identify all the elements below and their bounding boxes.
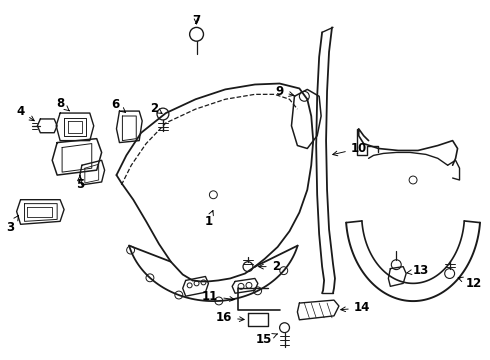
Text: 11: 11 (202, 290, 234, 303)
Text: 2: 2 (259, 260, 280, 273)
Text: 9: 9 (275, 85, 294, 98)
Text: 7: 7 (193, 14, 200, 27)
Text: 2: 2 (150, 102, 162, 114)
Text: 1: 1 (204, 211, 213, 228)
Text: 5: 5 (76, 176, 84, 192)
Text: 10: 10 (333, 142, 367, 156)
Text: 4: 4 (16, 105, 34, 121)
Text: 16: 16 (216, 311, 244, 324)
Text: 12: 12 (458, 277, 482, 290)
Text: 8: 8 (56, 97, 69, 111)
Text: 15: 15 (255, 333, 277, 346)
Text: 6: 6 (111, 98, 125, 112)
Text: 13: 13 (407, 264, 429, 277)
Text: 3: 3 (6, 215, 19, 234)
Text: 14: 14 (341, 301, 370, 315)
